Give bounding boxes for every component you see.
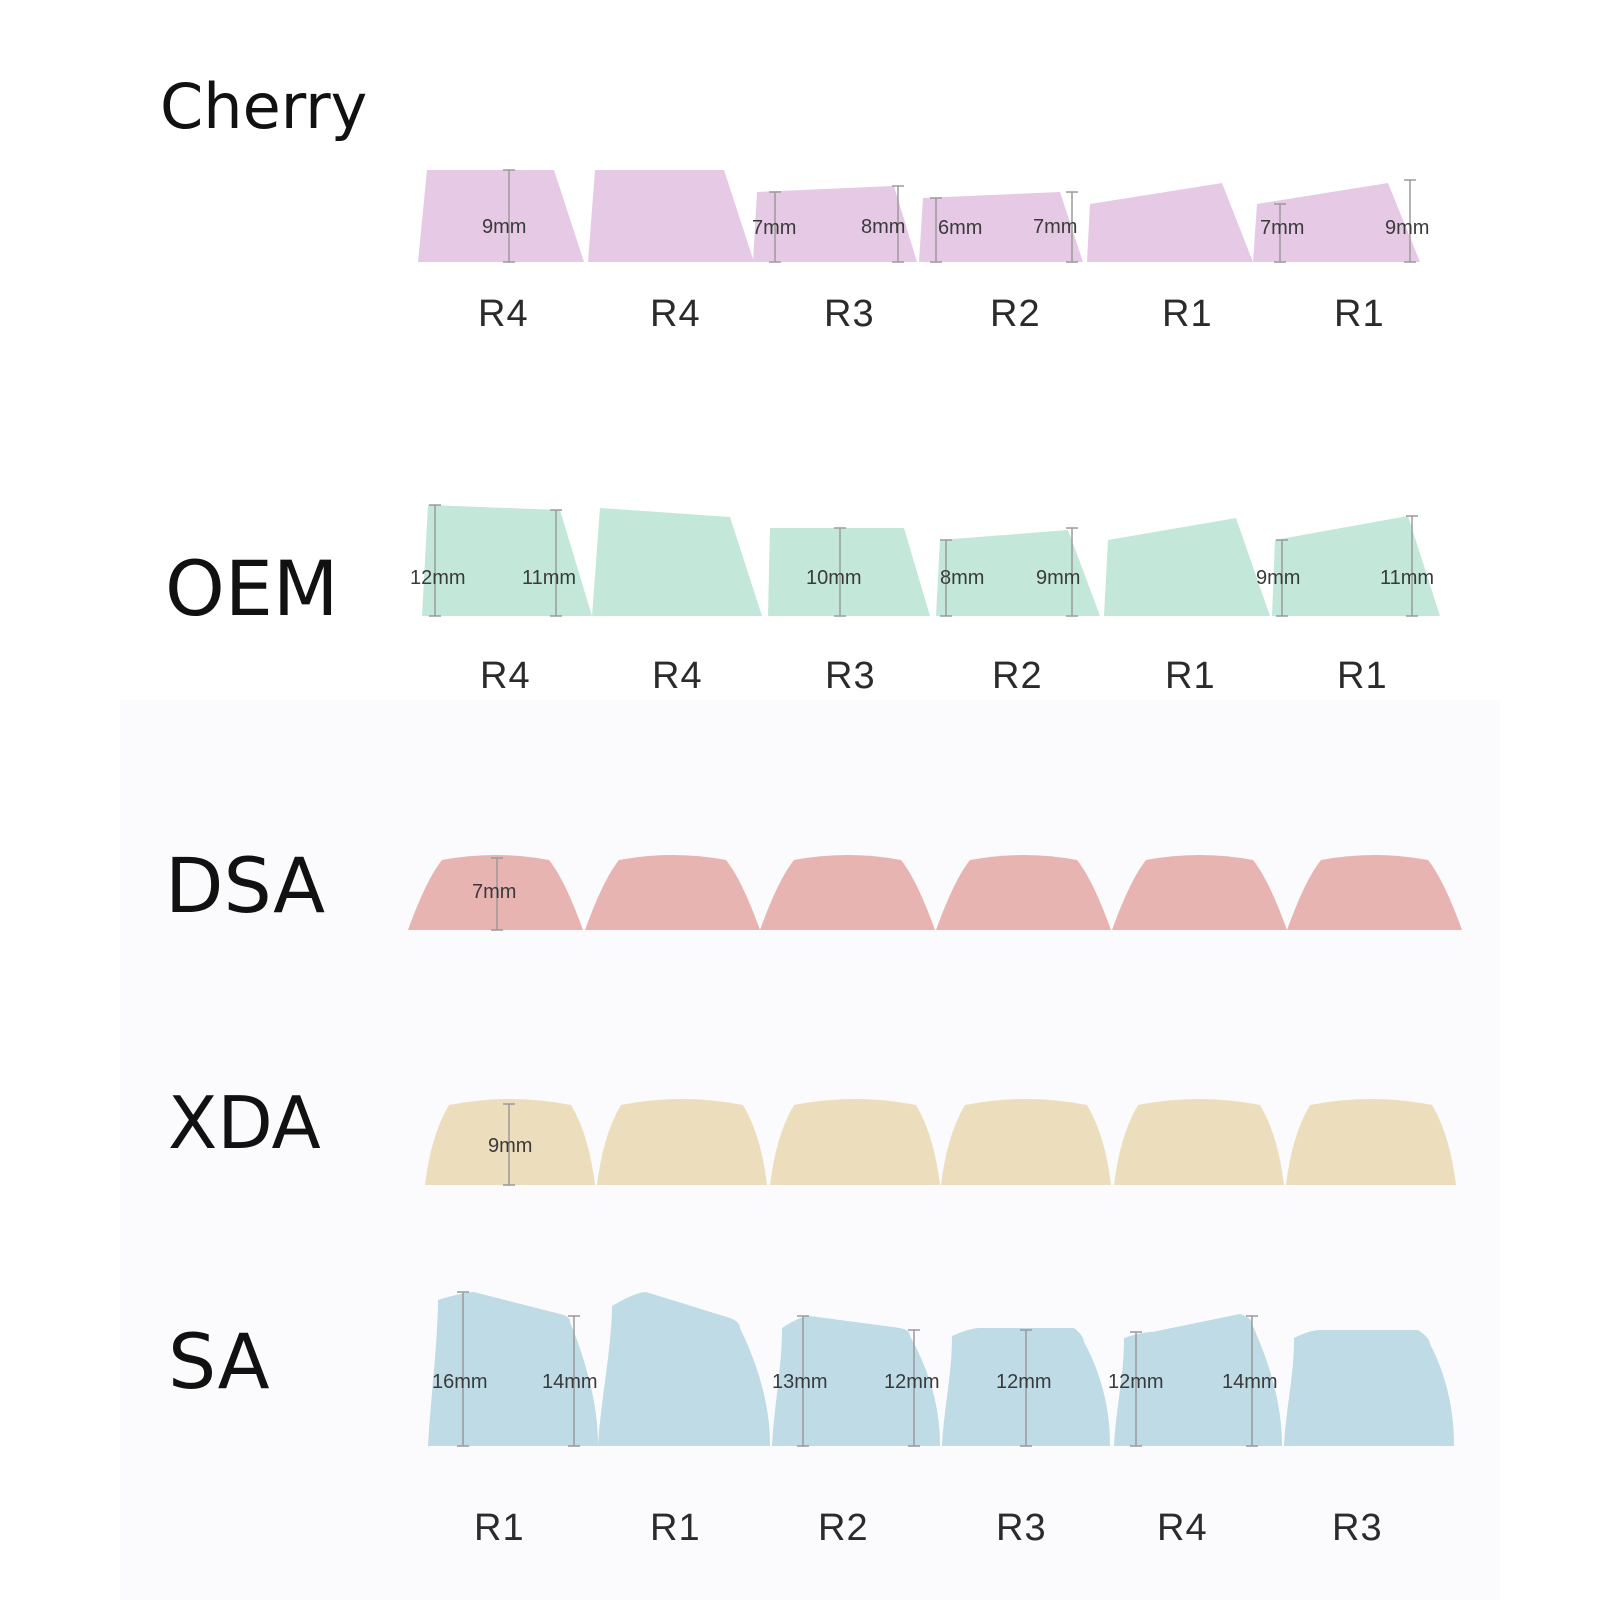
cherry-keycap-6 [1253,183,1420,262]
cherry-row-label: R4 [478,293,529,335]
cherry-height-label: 7mm [1033,216,1077,238]
dsa-keycap-5 [1112,855,1287,930]
sa-height-label: 12mm [1108,1371,1164,1393]
cherry-dim-line-6 [1274,203,1286,263]
cherry-dim-line-3 [892,185,904,263]
cherry-row-label: R1 [1162,293,1213,335]
cherry-row-label: R1 [1334,293,1385,335]
sa-height-label: 14mm [1222,1371,1278,1393]
oem-height-label: 11mm [1380,567,1434,589]
xda-keycap-6 [1286,1099,1456,1185]
oem-height-label: 9mm [1036,567,1080,589]
cherry-height-label: 8mm [861,216,905,238]
cherry-height-label: 6mm [938,217,982,239]
xda-keycap-3 [770,1099,940,1185]
dsa-height-label: 7mm [472,881,516,903]
oem-height-label: 10mm [806,567,862,589]
cherry-keycap-1 [418,170,584,262]
oem-row-label: R3 [825,655,876,697]
cherry-dim-line-5 [1066,191,1078,263]
oem-keycap-6 [1272,516,1440,616]
dsa-dim-line-1 [491,857,503,931]
oem-height-label: 11mm [522,567,576,589]
sa-profile-title: SA [168,1317,270,1406]
sa-keycap-5 [1114,1314,1282,1446]
xda-height-label: 9mm [488,1135,532,1157]
sa-row-label: R3 [1332,1507,1383,1549]
sa-keycap-1 [428,1292,598,1446]
oem-row-label: R1 [1337,655,1388,697]
oem-keycap-1 [422,505,592,616]
cherry-keycap-3 [753,186,917,262]
sa-row-label: R4 [1157,1507,1208,1549]
oem-row-label: R1 [1165,655,1216,697]
xda-keycap-4 [941,1099,1111,1185]
cherry-keycap-2 [588,170,754,262]
oem-row-label: R4 [480,655,531,697]
xda-keycap-1 [425,1099,595,1185]
sa-height-label: 16mm [432,1371,488,1393]
sa-keycap-6 [1284,1330,1454,1446]
dsa-keycap-3 [760,855,935,930]
sa-dim-line-1 [457,1291,469,1447]
sa-keycap-3 [772,1316,940,1446]
cherry-profile-title: Cherry [160,70,367,143]
sa-dim-line-5 [1020,1329,1032,1447]
sa-dim-line-6 [1130,1331,1142,1447]
oem-keycap-2 [592,508,762,616]
cherry-row-label: R2 [990,293,1041,335]
xda-dim-line-1 [503,1103,515,1186]
sa-height-label: 12mm [884,1371,940,1393]
cherry-height-label: 9mm [1385,217,1429,239]
sa-dim-line-3 [797,1315,809,1447]
oem-profile-title: OEM [165,544,338,633]
oem-dim-line-1 [429,504,441,617]
oem-dim-line-3 [834,527,846,617]
sa-keycap-2 [598,1292,770,1446]
xda-keycap-5 [1114,1099,1284,1185]
oem-keycap-3 [768,528,930,616]
cherry-row-label: R4 [650,293,701,335]
oem-height-label: 12mm [410,567,466,589]
dsa-keycap-2 [585,855,760,930]
sa-row-label: R2 [818,1507,869,1549]
cherry-keycap-4 [919,192,1083,262]
cherry-dim-line-7 [1404,179,1416,263]
cherry-dim-line-1 [503,169,515,263]
sa-dim-line-7 [1246,1315,1258,1447]
dsa-keycap-1 [408,855,583,930]
sa-height-label: 14mm [542,1371,598,1393]
cherry-height-label: 7mm [1260,217,1304,239]
oem-dim-line-7 [1406,515,1418,617]
oem-dim-line-5 [1066,527,1078,617]
dsa-keycap-4 [936,855,1111,930]
cherry-row-label: R3 [824,293,875,335]
dsa-keycap-6 [1287,855,1462,930]
sa-height-label: 13mm [772,1371,828,1393]
oem-dim-line-2 [550,509,562,617]
xda-keycap-2 [597,1099,767,1185]
oem-height-label: 8mm [940,567,984,589]
oem-row-label: R4 [652,655,703,697]
sa-row-label: R1 [474,1507,525,1549]
cherry-height-label: 9mm [482,216,526,238]
cherry-dim-line-2 [769,191,781,263]
oem-height-label: 9mm [1256,567,1300,589]
cherry-dim-line-4 [930,197,942,263]
oem-keycap-4 [936,530,1100,616]
sa-height-label: 12mm [996,1371,1052,1393]
oem-dim-line-4 [940,539,952,617]
dsa-profile-title: DSA [165,841,325,930]
sa-dim-line-4 [908,1329,920,1447]
sa-row-label: R3 [996,1507,1047,1549]
sa-dim-line-2 [568,1315,580,1447]
xda-profile-title: XDA [168,1081,321,1165]
oem-row-label: R2 [992,655,1043,697]
sa-row-label: R1 [650,1507,701,1549]
oem-dim-line-6 [1276,539,1288,617]
oem-keycap-5 [1104,518,1270,616]
cherry-keycap-5 [1087,183,1253,262]
cherry-height-label: 7mm [752,217,796,239]
